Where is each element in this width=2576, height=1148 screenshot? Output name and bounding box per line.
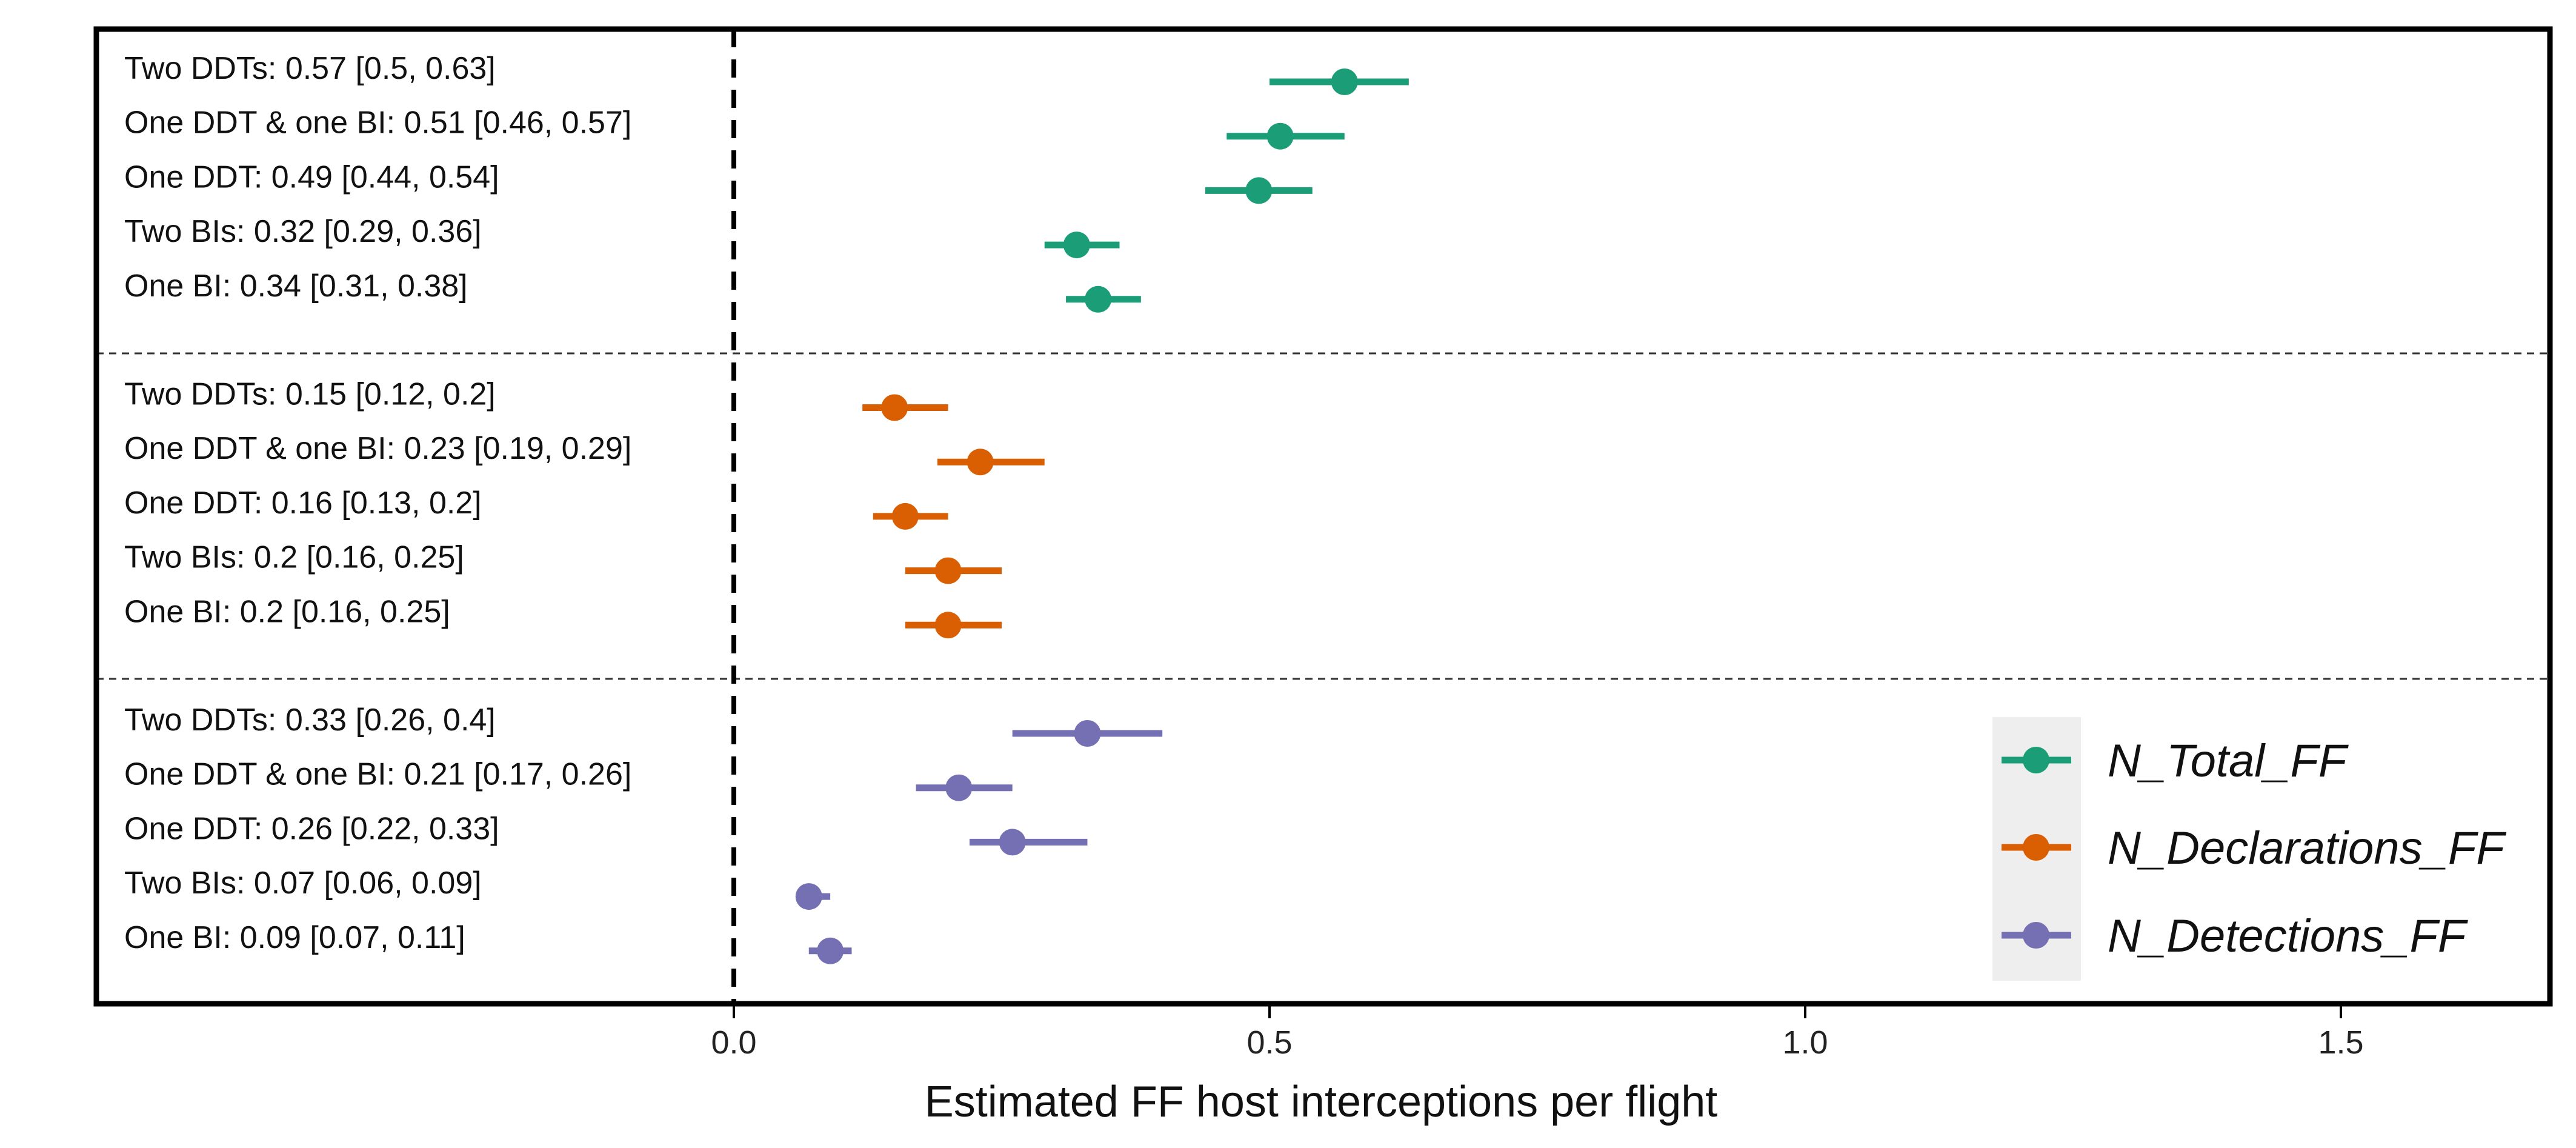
point-estimate <box>1063 232 1090 259</box>
row-label: One BI: 0.2 [0.16, 0.25] <box>124 594 450 629</box>
plot-frame <box>93 26 2553 1007</box>
point-estimate <box>891 502 919 530</box>
row-label: Two DDTs: 0.15 [0.12, 0.2] <box>124 377 496 412</box>
row-label: Two DDTs: 0.57 [0.5, 0.63] <box>124 51 496 86</box>
point-estimate <box>1074 720 1101 747</box>
row-label: Two BIs: 0.32 [0.29, 0.36] <box>124 214 482 249</box>
marks-group <box>795 68 1409 964</box>
group-separators <box>96 352 2550 680</box>
point-estimate <box>1331 68 1358 95</box>
x-tick-label: 1.5 <box>2318 1024 2363 1061</box>
point-estimate <box>881 394 908 421</box>
row-label: Two DDTs: 0.33 [0.26, 0.4] <box>124 702 496 738</box>
row-labels-group: Two DDTs: 0.57 [0.5, 0.63] One DDT & one … <box>124 51 631 955</box>
row-label: One BI: 0.34 [0.31, 0.38] <box>124 269 468 304</box>
point-estimate <box>999 829 1026 856</box>
x-tick-label: 1.0 <box>1782 1024 1828 1061</box>
row-label: One BI: 0.09 [0.07, 0.11] <box>124 920 465 955</box>
row-label: One DDT & one BI: 0.23 [0.19, 0.29] <box>124 431 631 466</box>
point-estimate <box>967 449 994 476</box>
x-tick-label: 0.0 <box>711 1024 756 1061</box>
row-label: Two BIs: 0.2 [0.16, 0.25] <box>124 540 464 575</box>
row-label: One DDT: 0.49 [0.44, 0.54] <box>124 159 499 195</box>
legend-marker <box>2023 834 2049 861</box>
point-estimate <box>1085 285 1112 313</box>
point-estimate <box>1266 122 1294 150</box>
legend-label: N_Detections_FF <box>2108 910 2468 962</box>
row-label: One DDT & one BI: 0.51 [0.46, 0.57] <box>124 105 631 141</box>
legend-label: N_Total_FF <box>2108 735 2349 787</box>
x-axis: 0.0 0.5 1.0 1.5 <box>711 1006 2364 1061</box>
legend-marker <box>2023 747 2049 773</box>
row-label: One DDT: 0.26 [0.22, 0.33] <box>124 811 499 846</box>
legend-marker <box>2023 922 2049 949</box>
point-estimate <box>934 612 962 639</box>
point-estimate <box>1245 177 1273 204</box>
legend-label: N_Declarations_FF <box>2108 823 2506 874</box>
point-estimate <box>934 557 962 584</box>
point-estimate <box>795 883 822 910</box>
row-label: Two BIs: 0.07 [0.06, 0.09] <box>124 866 482 901</box>
row-label: One DDT & one BI: 0.21 [0.17, 0.26] <box>124 757 631 792</box>
x-tick-label: 0.5 <box>1246 1024 1292 1061</box>
row-label: One DDT: 0.16 [0.13, 0.2] <box>124 486 482 521</box>
point-estimate <box>945 774 973 801</box>
legend: N_Total_FF N_Declarations_FF N_Detections_… <box>1992 717 2506 981</box>
x-axis-title: Estimated FF host interceptions per flig… <box>925 1078 1718 1126</box>
point-estimate <box>817 937 844 964</box>
